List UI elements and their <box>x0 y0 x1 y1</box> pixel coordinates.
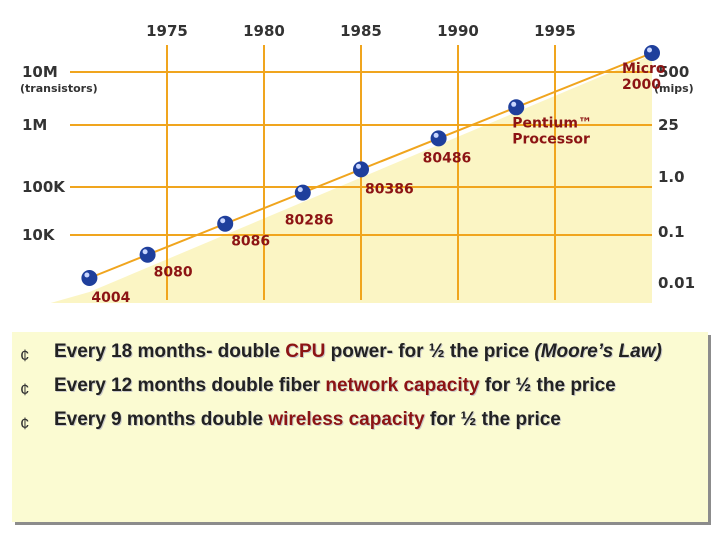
x-tick-label-1995: 1995 <box>534 22 576 40</box>
bullet-item-1: ¢ Every 18 months- double CPU power- for … <box>12 340 708 365</box>
bullet-text-part: network capacity <box>325 375 480 396</box>
bullet-text-part: for ½ the price <box>479 375 616 396</box>
data-point-highlight-4 <box>297 187 303 193</box>
point-label-8-line-1: Micro <box>622 61 666 77</box>
bullet-text-part: power- for ½ the price <box>325 341 535 362</box>
chart-grid <box>70 45 652 300</box>
left-tick-label-2: 100K <box>22 178 66 196</box>
right-tick-label-1: 25 <box>658 116 679 134</box>
bullet-marker-icon: ¢ <box>20 346 30 365</box>
data-point-highlight-6 <box>433 132 439 138</box>
data-point-6 <box>430 130 447 147</box>
bullet-text-part: Every 9 months <box>54 409 196 430</box>
data-point-highlight-8 <box>647 47 652 53</box>
moores-law-chart: 1975 1980 1985 1990 1995 10M 1M 100K 10K (transi… <box>20 22 695 306</box>
bullet-text-part: CPU <box>285 341 326 362</box>
data-point-1 <box>81 270 98 286</box>
point-label-8-line-2: 2000 <box>622 77 661 93</box>
bullet-text-part: double <box>195 409 269 430</box>
point-label-6-line-1: 80486 <box>423 150 472 166</box>
data-point-highlight-1 <box>84 272 90 278</box>
bullet-text-part: wireless capacity <box>268 409 425 430</box>
data-point-8 <box>644 45 660 61</box>
bullet-item-3: ¢ Every 9 months double wireless capacity… <box>12 408 708 433</box>
right-axis-ticks: 500 25 1.0 0.1 0.01 (mips) <box>654 63 695 292</box>
bullet-panel: ¢ Every 18 months- double CPU power- for … <box>12 332 708 522</box>
data-point-3 <box>217 215 234 232</box>
bullet-text-part: double fiber <box>206 375 326 396</box>
point-label-5-line-1: 80386 <box>365 181 414 197</box>
x-tick-label-1985: 1985 <box>340 22 382 40</box>
bullet-text-part: (Moore’s Law) <box>534 341 662 362</box>
data-point-highlight-5 <box>356 163 361 169</box>
bullet-text-part: Every 18 months <box>54 341 207 362</box>
bullet-text-part: Every 12 months <box>54 375 207 396</box>
bullet-text-part: - double <box>206 341 286 362</box>
x-tick-label-1975: 1975 <box>146 22 188 40</box>
x-tick-label-1990: 1990 <box>437 22 479 40</box>
data-point-highlight-7 <box>511 101 517 107</box>
left-tick-label-3: 10K <box>22 226 56 244</box>
right-tick-label-0: 500 <box>658 63 689 81</box>
data-point-4 <box>294 184 311 201</box>
point-label-1-line-1: 4004 <box>91 290 130 306</box>
data-points <box>81 45 660 286</box>
point-label-3-line-1: 8086 <box>231 234 270 250</box>
bullet-item-2: ¢ Every 12 months double fiber network ca… <box>12 374 708 399</box>
bullet-list: ¢ Every 18 months- double CPU power- for … <box>12 332 708 433</box>
left-tick-label-1: 1M <box>22 116 47 134</box>
left-axis-ticks: 10M 1M 100K 10K (transistors) <box>20 63 98 244</box>
data-point-7 <box>508 99 525 116</box>
plot-area-fill <box>50 55 653 303</box>
left-tick-label-0: 10M <box>22 63 58 81</box>
point-label-4-line-1: 80286 <box>285 213 334 229</box>
right-axis-unit-label: (mips) <box>654 82 694 95</box>
plot-background <box>50 55 653 303</box>
point-labels: 4004 8080 8086 80286 80386 80486 Pentium™Proce… <box>91 61 666 306</box>
point-label-7-line-1: Pentium™ <box>512 115 592 131</box>
point-label-2-line-1: 8080 <box>154 265 193 281</box>
data-point-highlight-3 <box>220 218 226 224</box>
data-point-2 <box>139 246 156 263</box>
data-point-highlight-2 <box>142 249 148 255</box>
right-tick-label-2: 1.0 <box>658 168 685 186</box>
bullet-marker-icon: ¢ <box>20 414 30 433</box>
bullet-marker-icon: ¢ <box>20 380 30 399</box>
left-axis-unit-label: (transistors) <box>20 82 98 95</box>
point-label-7-line-2: Processor <box>512 131 590 147</box>
data-point-5 <box>353 161 369 178</box>
right-tick-label-4: 0.01 <box>658 274 695 292</box>
x-axis-ticks: 1975 1980 1985 1990 1995 <box>146 22 576 40</box>
trend-line <box>89 52 653 279</box>
right-tick-label-3: 0.1 <box>658 223 685 241</box>
x-tick-label-1980: 1980 <box>243 22 285 40</box>
bullet-text-part: for ½ the price <box>424 409 561 430</box>
trend-line-segment <box>89 52 653 279</box>
